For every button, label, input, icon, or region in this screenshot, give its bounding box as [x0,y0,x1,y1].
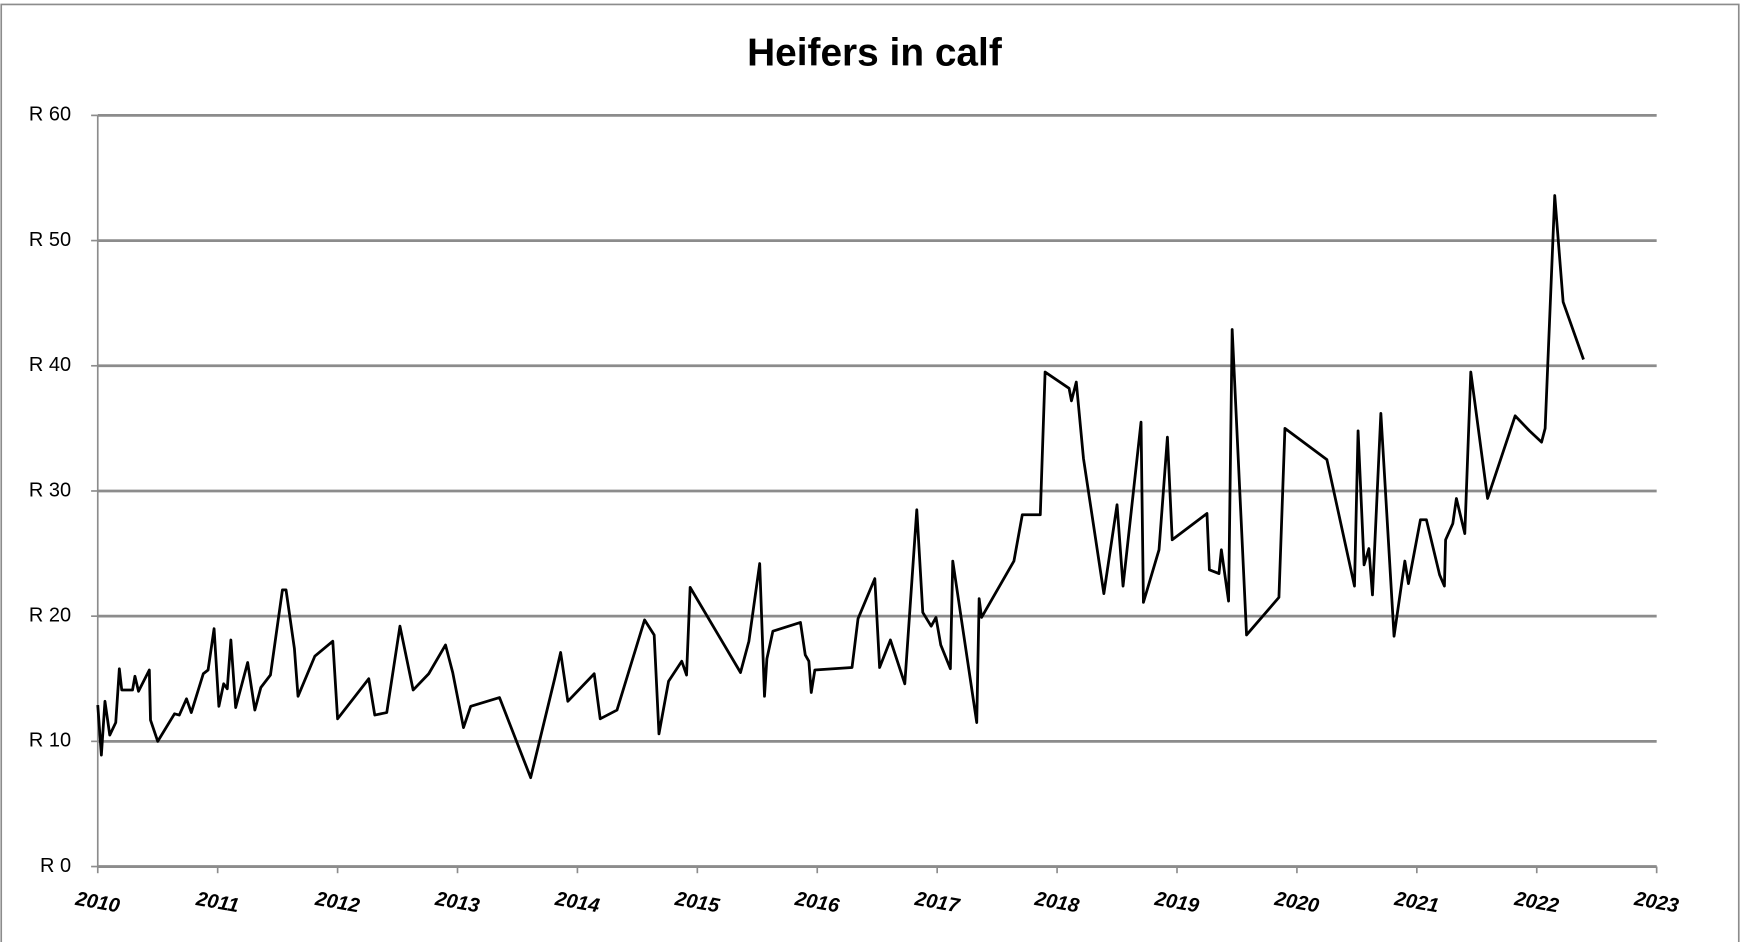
data-line [96,194,1585,780]
y-tick-label: R 30 [29,479,71,501]
y-tick-label: R 10 [29,730,71,752]
y-tick-label: R 50 [29,229,71,251]
y-tick-label: R 20 [29,604,71,626]
chart-title: Heifers in calf [747,32,1002,75]
chart-border [0,3,1740,942]
y-tick-label: R 0 [40,855,71,877]
y-tick-label: R 60 [29,104,71,126]
y-tick-label: R 40 [29,354,71,376]
